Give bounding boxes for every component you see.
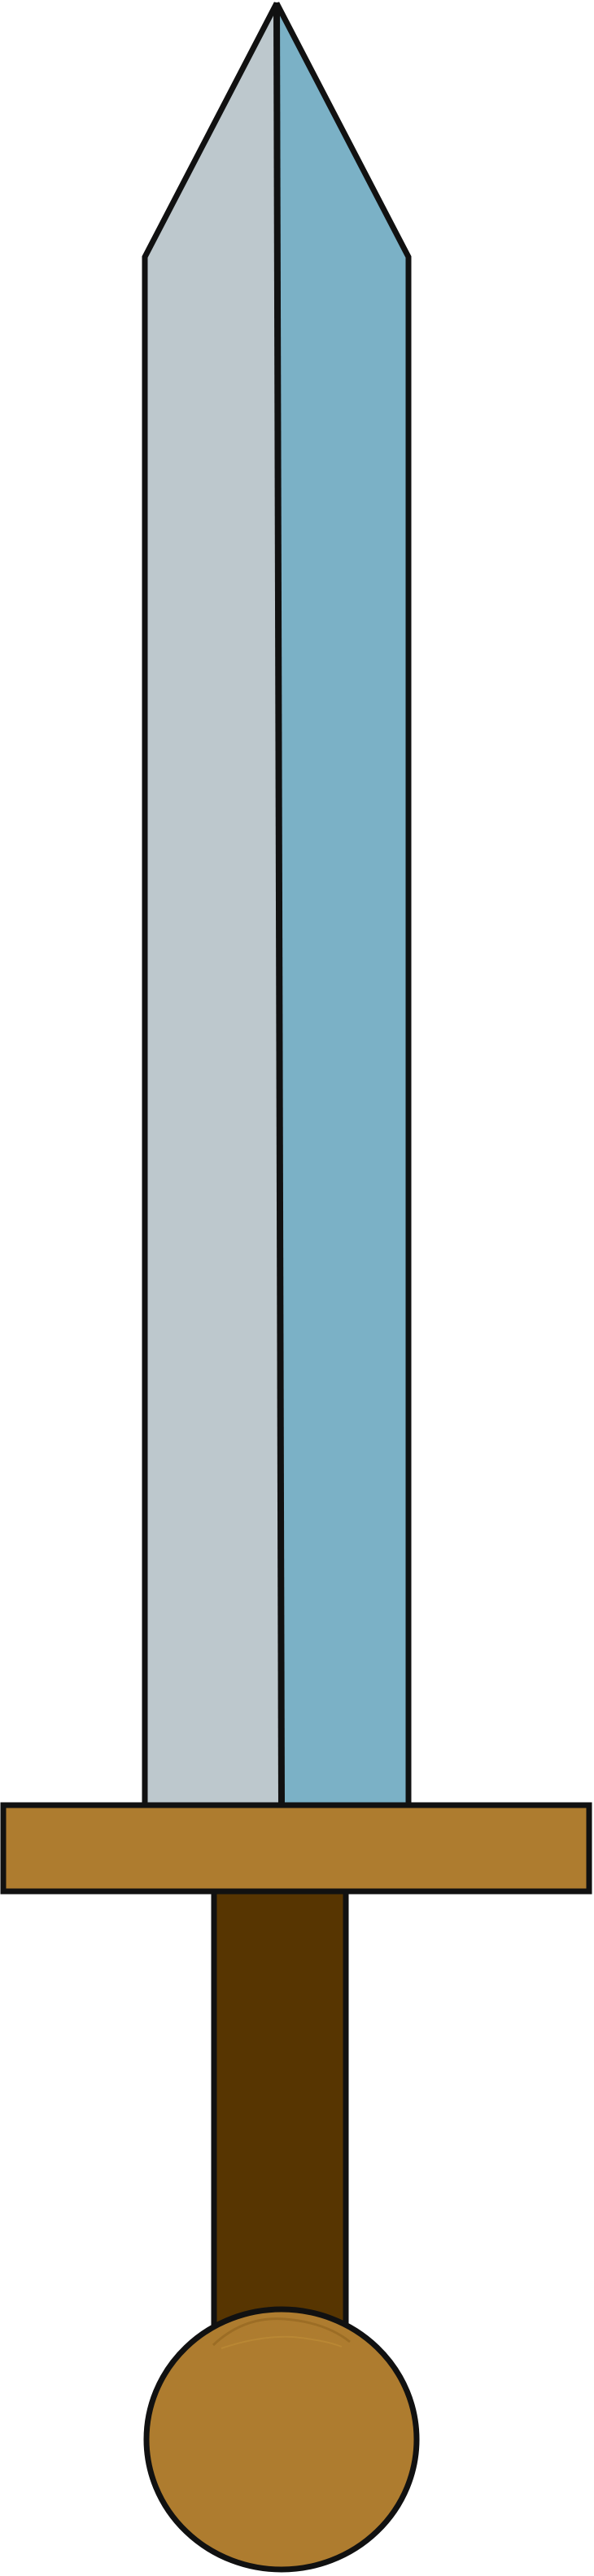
crossguard	[0, 1802, 592, 1895]
pommel	[143, 2306, 420, 2573]
blade-center-ridge	[273, 2, 285, 1808]
blade-right-face	[273, 2, 412, 1810]
pommel-contour-inner	[221, 2335, 343, 2349]
blade-left-face	[142, 2, 285, 1810]
pommel-contour	[212, 2317, 351, 2347]
grip	[211, 1888, 349, 2355]
